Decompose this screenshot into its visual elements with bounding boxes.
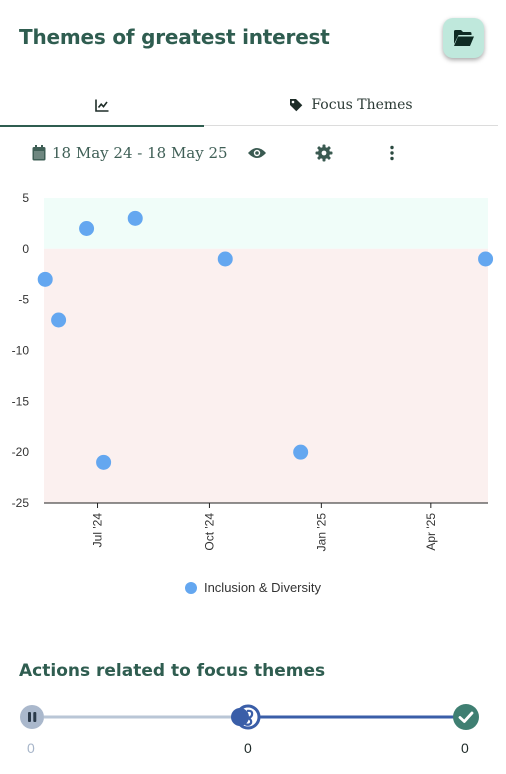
- y-tick-label: -25: [12, 496, 30, 510]
- data-point: [217, 251, 233, 267]
- date-range-label: 18 May 24 - 18 May 25: [52, 144, 228, 162]
- chart-line-icon: [95, 99, 109, 112]
- paused-count: 0: [27, 740, 35, 756]
- negative-band: [44, 248, 488, 503]
- settings-button[interactable]: [313, 142, 335, 164]
- data-point: [293, 444, 309, 460]
- folder-open-icon: [453, 30, 474, 46]
- y-tick-label: -5: [18, 293, 29, 307]
- date-range-picker[interactable]: 18 May 24 - 18 May 25: [32, 144, 228, 162]
- visibility-button[interactable]: [246, 142, 268, 164]
- eye-icon: [248, 148, 266, 158]
- x-tick-label: Jan '25: [314, 513, 328, 552]
- positive-band: [44, 198, 488, 249]
- y-tick-label: -10: [12, 344, 30, 358]
- tab-bar: Focus Themes: [0, 84, 498, 127]
- data-point: [478, 251, 494, 267]
- y-tick-label: -15: [12, 394, 30, 408]
- y-tick-label: -20: [12, 445, 30, 459]
- data-point: [96, 454, 112, 470]
- open-folder-button[interactable]: [443, 18, 484, 58]
- more-options-button[interactable]: [381, 142, 403, 164]
- actions-section-title: Actions related to focus themes: [19, 661, 326, 681]
- done-status-icon[interactable]: [452, 703, 480, 731]
- x-tick-label: Apr '25: [424, 513, 438, 551]
- chart-legend[interactable]: Inclusion & Diversity: [0, 580, 506, 595]
- gear-icon: [315, 144, 333, 162]
- page-title: Themes of greatest interest: [19, 25, 330, 49]
- in-progress-status-icon[interactable]: [229, 702, 263, 732]
- data-point: [37, 271, 53, 287]
- progress-track: [44, 715, 454, 719]
- legend-label: Inclusion & Diversity: [203, 580, 322, 595]
- calendar-icon: [32, 145, 46, 161]
- tag-icon: [290, 99, 303, 112]
- data-point: [79, 221, 95, 236]
- header: Themes of greatest interest: [0, 0, 506, 80]
- y-tick-label: 0: [22, 242, 29, 256]
- actions-progress: 0 0 0: [0, 700, 506, 774]
- in-progress-count: 0: [244, 740, 252, 756]
- data-point: [51, 312, 67, 328]
- paused-status-icon[interactable]: [19, 704, 45, 730]
- more-vertical-icon: [390, 145, 394, 161]
- done-count: 0: [461, 740, 469, 756]
- toolbar: 18 May 24 - 18 May 25: [0, 138, 506, 170]
- y-tick-label: 5: [22, 191, 29, 205]
- scatter-chart: 5 0 -5 -10 -15 -20 -25 Jul '24 Oct '24 Jan '25 Apr…: [12, 191, 494, 552]
- tab-focus-themes-label: Focus Themes: [311, 97, 413, 113]
- legend-marker: [184, 581, 197, 594]
- tab-focus-themes[interactable]: Focus Themes: [204, 84, 498, 126]
- x-tick-label: Oct '24: [202, 513, 216, 551]
- tab-chart[interactable]: [0, 84, 204, 127]
- x-tick-label: Jul '24: [91, 513, 105, 548]
- data-point: [127, 210, 143, 226]
